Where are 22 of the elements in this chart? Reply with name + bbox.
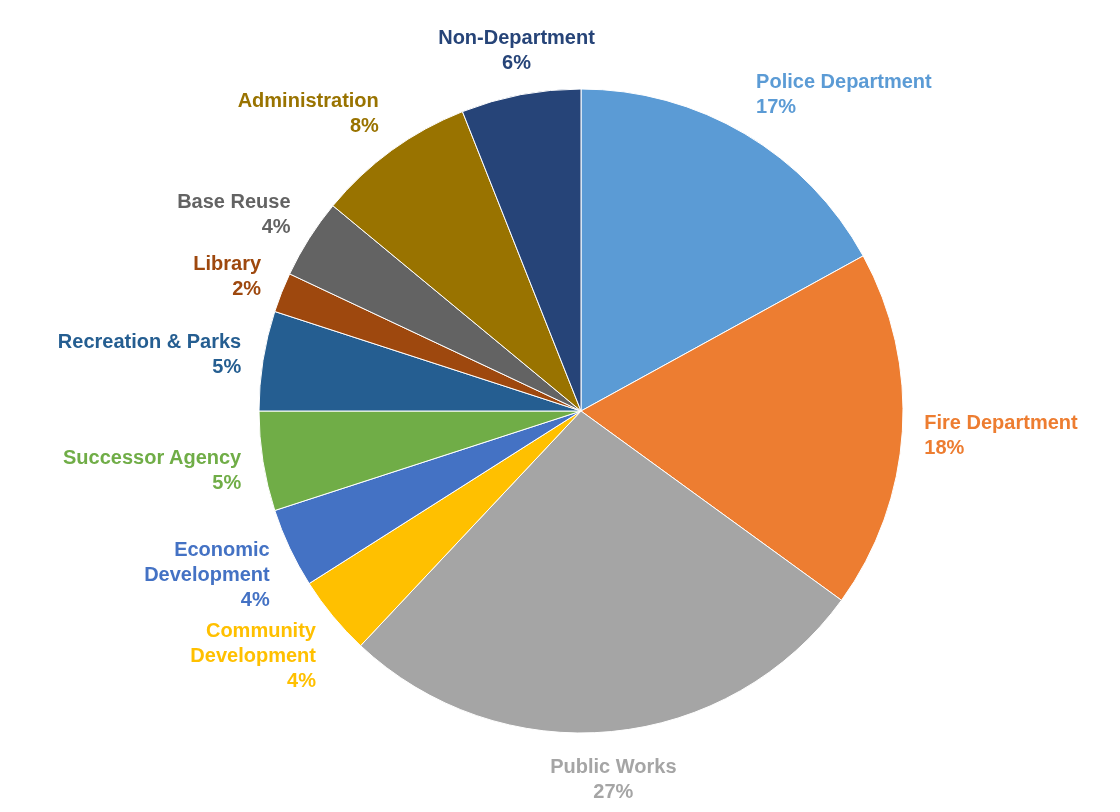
data-label: 5% [212,470,242,493]
slice-label: Public Works [550,755,677,778]
slice-label: Fire Department [924,411,1079,434]
slice-label: Successor Agency [63,445,243,468]
slice-label: Police Department [756,70,933,93]
slice-label: Non-Department [438,25,596,48]
slice-label: Base Reuse [177,190,291,213]
slice-label: Recreation & Parks [57,330,242,353]
data-label: 4% [261,215,291,238]
slice-label: Library [193,252,263,275]
data-label: 2% [232,277,262,300]
data-label: 17% [756,95,797,118]
slice-label: Administration [237,89,379,112]
data-label: 4% [240,587,270,610]
slice-label: Economic Development [144,537,271,585]
data-label: 8% [349,114,380,137]
data-label: 27% [593,780,634,803]
data-label: 4% [287,668,317,691]
data-label: 18% [924,436,965,459]
data-label: 6% [502,50,532,73]
data-label: 5% [212,355,242,378]
slice-label: Community Development [190,618,317,666]
